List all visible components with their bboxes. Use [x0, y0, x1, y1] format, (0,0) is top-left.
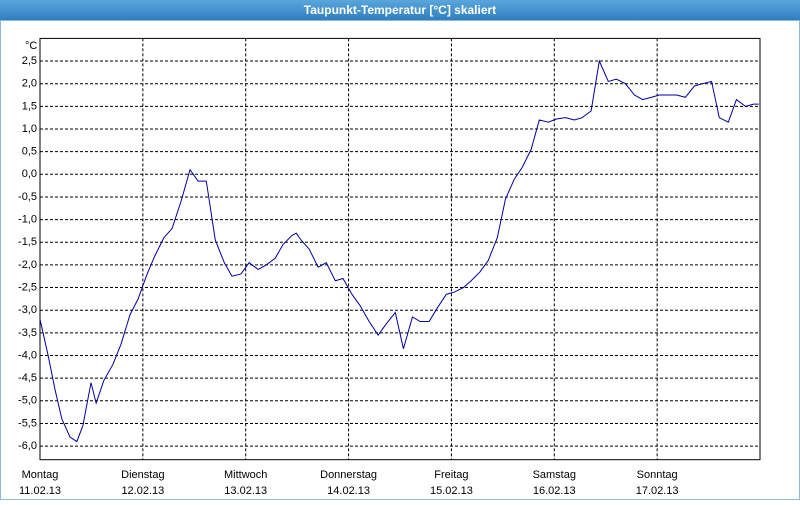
- x-tick-date: 17.02.13: [636, 485, 679, 497]
- y-tick-label: -2,0: [18, 259, 37, 271]
- y-tick-label: 1,5: [22, 100, 37, 112]
- y-tick-label: -6,0: [18, 440, 37, 452]
- x-tick-label: Samstag: [533, 469, 576, 481]
- y-tick-label: -2,5: [18, 281, 37, 293]
- y-tick-label: -1,0: [18, 214, 37, 226]
- x-tick-date: 12.02.13: [121, 485, 164, 497]
- y-tick-label: -5,0: [18, 395, 37, 407]
- x-tick-label: Donnerstag: [320, 469, 377, 481]
- y-tick-label: -1,5: [18, 236, 37, 248]
- x-tick-date: 14.02.13: [327, 485, 370, 497]
- y-unit: °C: [25, 40, 37, 52]
- y-tick-label: 2,0: [22, 78, 37, 90]
- x-tick-date: 13.02.13: [224, 485, 267, 497]
- x-tick-label: Dienstag: [121, 469, 164, 481]
- chart-title: Taupunkt-Temperatur [°C] skaliert: [304, 3, 496, 17]
- y-tick-label: -5,5: [18, 417, 37, 429]
- x-tick-label: Freitag: [434, 469, 468, 481]
- y-tick-label: -4,5: [18, 372, 37, 384]
- x-tick-date: 16.02.13: [533, 485, 576, 497]
- frame: [0, 20, 800, 500]
- x-tick-label: Montag: [22, 469, 59, 481]
- y-tick-label: 2,5: [22, 55, 37, 67]
- y-tick-label: -3,5: [18, 327, 37, 339]
- y-tick-label: -3,0: [18, 304, 37, 316]
- x-tick-label: Mittwoch: [224, 469, 267, 481]
- y-tick-label: -0,5: [18, 191, 37, 203]
- y-tick-label: 1,0: [22, 123, 37, 135]
- plot-border: [39, 37, 761, 461]
- data-line: [39, 59, 759, 443]
- y-tick-label: -4,0: [18, 349, 37, 361]
- x-tick-label: Sonntag: [637, 469, 678, 481]
- y-tick-label: 0,5: [22, 146, 37, 158]
- x-tick-date: 15.02.13: [430, 485, 473, 497]
- title-bar: [0, 0, 800, 20]
- y-tick-label: 0,0: [22, 168, 37, 180]
- x-tick-date: 11.02.13: [19, 485, 61, 497]
